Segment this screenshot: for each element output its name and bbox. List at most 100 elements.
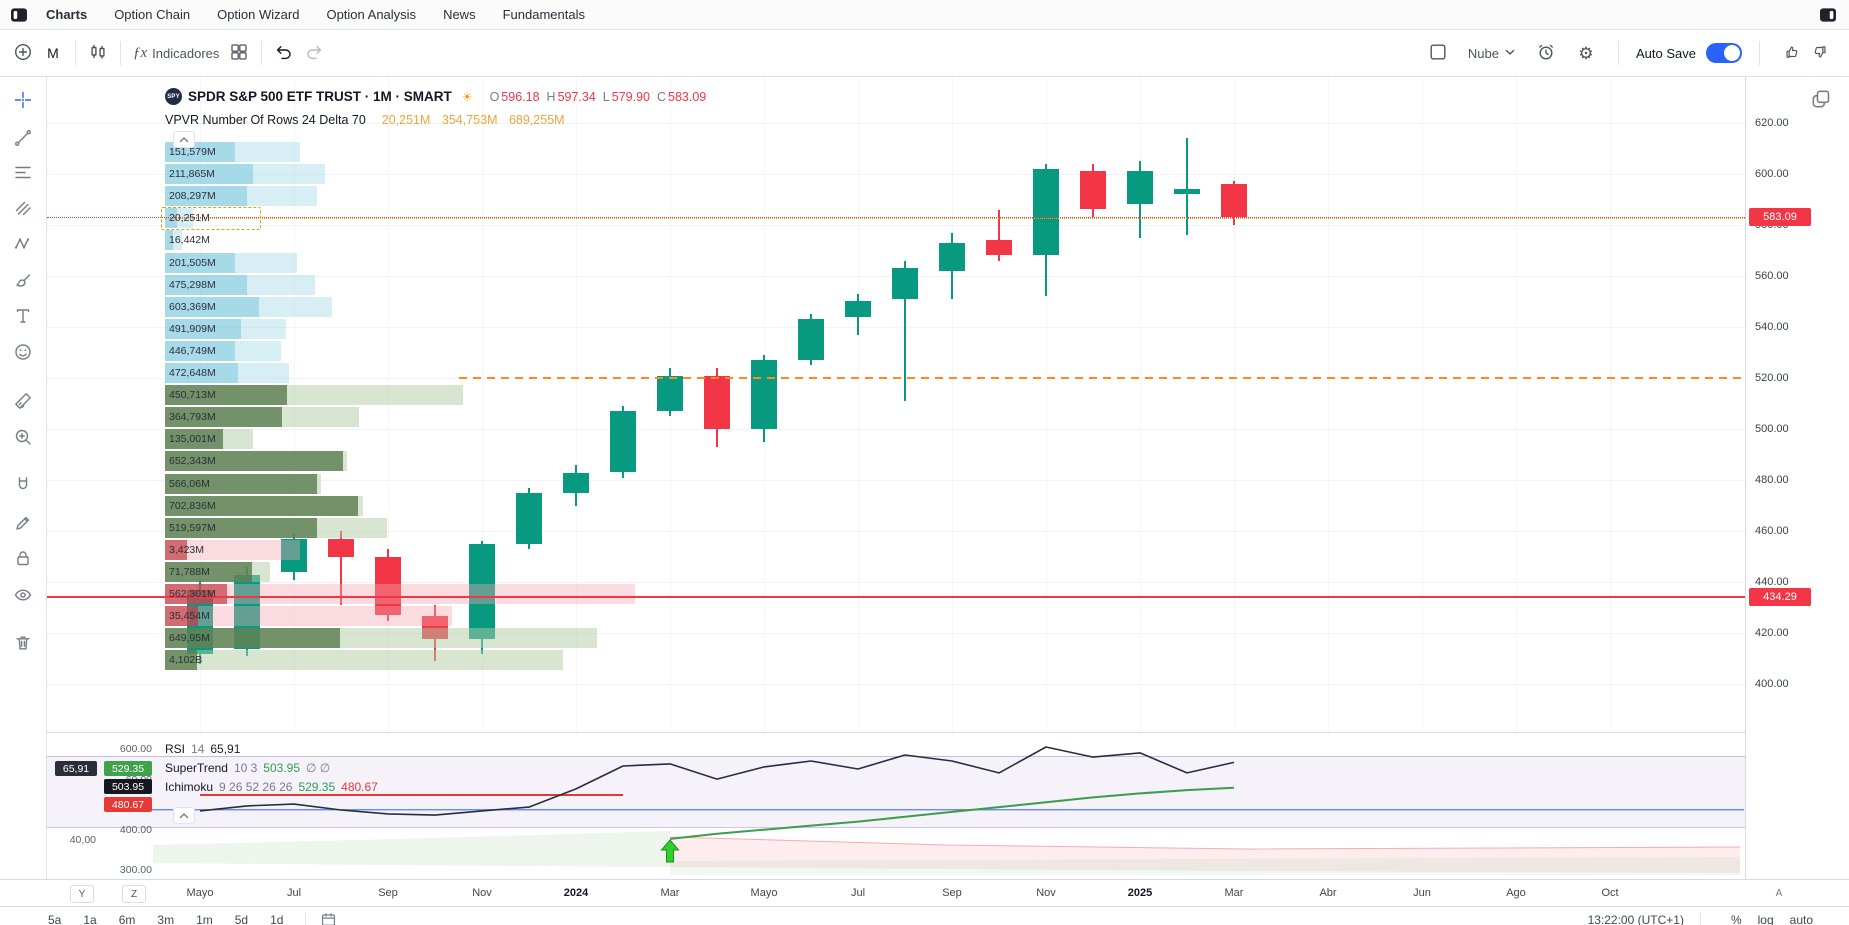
measure-ruler-icon[interactable] bbox=[9, 387, 37, 415]
time-axis-label: 2025 bbox=[1127, 887, 1153, 899]
candle-wick bbox=[1186, 138, 1188, 235]
price-axis-label: 400.00 bbox=[1755, 678, 1789, 691]
indicators-button[interactable]: ƒx Indicadores bbox=[128, 38, 224, 68]
object-tree-icon[interactable] bbox=[1810, 88, 1832, 115]
magnet-icon[interactable] bbox=[9, 471, 37, 499]
pane-button-y[interactable]: Y bbox=[70, 885, 94, 903]
volume-profile-row-label: 519,597M bbox=[169, 521, 216, 534]
price-axis[interactable]: 620.00600.00580.00560.00540.00520.00500.… bbox=[1745, 77, 1849, 879]
supertrend-value: 503.95 bbox=[263, 761, 300, 775]
hide-drawings-eye-icon[interactable] bbox=[9, 581, 37, 609]
symbol-title[interactable]: SPDR S&P 500 ETF TRUST · 1M · SMART bbox=[188, 89, 452, 104]
layout-grid-button[interactable] bbox=[224, 38, 254, 68]
log-scale-button[interactable]: log bbox=[1757, 913, 1774, 925]
poc-line bbox=[165, 218, 1745, 220]
volume-profile-bar-main bbox=[165, 650, 197, 671]
xabcd-pattern-icon[interactable] bbox=[9, 230, 37, 258]
volume-profile-row-label: 151,579M bbox=[169, 146, 216, 158]
redo-button[interactable] bbox=[299, 38, 329, 68]
range-button-1d[interactable]: 1d bbox=[270, 913, 284, 925]
menubar-tab-option-analysis[interactable]: Option Analysis bbox=[326, 7, 417, 22]
status-bar: 5a 1a 6m 3m 1m 5d 1d 13:22:00 (UTC+1) % log au… bbox=[0, 906, 1849, 925]
brush-icon[interactable] bbox=[9, 267, 37, 295]
emoji-icon[interactable] bbox=[9, 338, 37, 366]
price-level-line bbox=[47, 595, 1745, 598]
indicator-pane[interactable]: RSI 14 65,91 SuperTrend 10 3 503.95 ∅ ∅ … bbox=[47, 732, 1745, 879]
drawing-tools-sidebar bbox=[0, 77, 47, 925]
pane-collapse-button[interactable] bbox=[173, 807, 195, 824]
axis-auto-button[interactable]: A bbox=[1768, 885, 1790, 901]
thumbs-down-button[interactable] bbox=[1805, 38, 1835, 68]
sidebar-toggle-icon[interactable] bbox=[10, 7, 28, 23]
candle-body bbox=[892, 268, 918, 299]
volume-profile-bar-ext bbox=[253, 164, 325, 185]
auto-scale-button[interactable]: auto bbox=[1789, 913, 1813, 925]
vpvr-indicator-label[interactable]: VPVR Number Of Rows 24 Delta 70 bbox=[165, 112, 366, 127]
menubar-tab-news[interactable]: News bbox=[443, 7, 476, 22]
time-axis-label: Mar bbox=[1224, 887, 1244, 899]
time-gridline bbox=[858, 77, 859, 731]
price-axis-label: 520.00 bbox=[1755, 372, 1789, 384]
buy-signal-arrow-icon bbox=[660, 839, 680, 863]
thumbs-up-button[interactable] bbox=[1777, 38, 1807, 68]
trend-line-icon[interactable] bbox=[9, 124, 37, 152]
crosshair-icon[interactable] bbox=[9, 86, 37, 114]
cloud-menu-button[interactable]: Nube bbox=[1463, 38, 1521, 68]
symbol-search-button[interactable] bbox=[8, 38, 38, 68]
range-button-1a[interactable]: 1a bbox=[83, 913, 97, 925]
alarm-clock-icon bbox=[1536, 42, 1556, 65]
range-button-5a[interactable]: 5a bbox=[48, 913, 62, 925]
clock-label[interactable]: 13:22:00 (UTC+1) bbox=[1587, 913, 1684, 925]
autosave-toggle[interactable] bbox=[1706, 43, 1742, 63]
range-button-3m[interactable]: 3m bbox=[157, 913, 175, 925]
undo-button[interactable] bbox=[269, 38, 299, 68]
supertrend-legend[interactable]: SuperTrend 10 3 503.95 ∅ ∅ bbox=[165, 760, 330, 776]
legend-collapse-button[interactable] bbox=[173, 131, 195, 148]
range-button-6m[interactable]: 6m bbox=[118, 913, 136, 925]
price-chart-pane[interactable]: 151,579M 211,865M 208,297M 20,251M 16,442M 20… bbox=[47, 77, 1745, 731]
menubar-tab-fundamentals[interactable]: Fundamentals bbox=[502, 7, 585, 22]
price-axis-label: 620.00 bbox=[1755, 116, 1789, 129]
volume-profile-bar-main bbox=[165, 606, 198, 627]
alert-clock-button[interactable] bbox=[1531, 38, 1561, 68]
percent-scale-button[interactable]: % bbox=[1730, 913, 1742, 925]
volume-profile-bar-main bbox=[165, 230, 173, 251]
pitchfork-icon[interactable] bbox=[9, 194, 37, 222]
timeframe-button[interactable]: M bbox=[38, 38, 68, 68]
range-button-5d[interactable]: 5d bbox=[234, 913, 249, 925]
volume-profile-row-label: 702,836M bbox=[169, 499, 216, 512]
menubar-tab-option-chain[interactable]: Option Chain bbox=[114, 7, 191, 22]
zoom-in-icon[interactable] bbox=[9, 423, 37, 451]
snapshot-button[interactable] bbox=[1423, 38, 1453, 68]
menubar-tab-charts[interactable]: Charts bbox=[46, 7, 88, 22]
text-tool-icon[interactable] bbox=[9, 302, 37, 330]
volume-profile-bar-ext bbox=[282, 407, 359, 428]
pane-button-z[interactable]: Z bbox=[122, 885, 146, 903]
lock-drawings-icon[interactable] bbox=[9, 544, 37, 572]
fib-retracement-icon[interactable] bbox=[9, 159, 37, 187]
menubar-tab-option-wizard[interactable]: Option Wizard bbox=[217, 7, 300, 22]
right-panel-toggle-icon[interactable] bbox=[1819, 7, 1837, 23]
ichimoku-legend[interactable]: Ichimoku 9 26 52 26 26 529.35 480.67 bbox=[165, 779, 378, 795]
settings-button[interactable]: ⚙ bbox=[1571, 38, 1601, 68]
time-axis-label: Mayo bbox=[750, 887, 778, 899]
candle-wick bbox=[904, 260, 906, 401]
price-gridline bbox=[47, 684, 1745, 686]
time-gridline bbox=[1046, 77, 1047, 731]
volume-profile-bar-ext bbox=[259, 296, 332, 317]
price-gridline bbox=[47, 429, 1745, 431]
rsi-legend[interactable]: RSI 14 65,91 bbox=[165, 741, 240, 757]
range-button-1m[interactable]: 1m bbox=[196, 913, 213, 925]
volume-profile-row-label: 652,343M bbox=[169, 455, 216, 468]
pencil-draw-icon[interactable] bbox=[9, 509, 37, 537]
chart-type-button[interactable] bbox=[83, 38, 113, 68]
go-to-date-button[interactable] bbox=[320, 911, 337, 925]
remove-drawings-trash-icon[interactable] bbox=[9, 629, 37, 657]
symbol-logo: SPY bbox=[165, 88, 182, 105]
price-gridline bbox=[47, 224, 1745, 226]
time-axis[interactable]: Y Z A Mayo Jul Sep Nov 2024 Mar Mayo Jul Sep Nov 2… bbox=[0, 879, 1849, 906]
toolbar-separator bbox=[261, 41, 263, 65]
ichimoku-params: 9 26 52 26 26 bbox=[219, 780, 293, 794]
gear-icon: ⚙ bbox=[1578, 43, 1594, 63]
